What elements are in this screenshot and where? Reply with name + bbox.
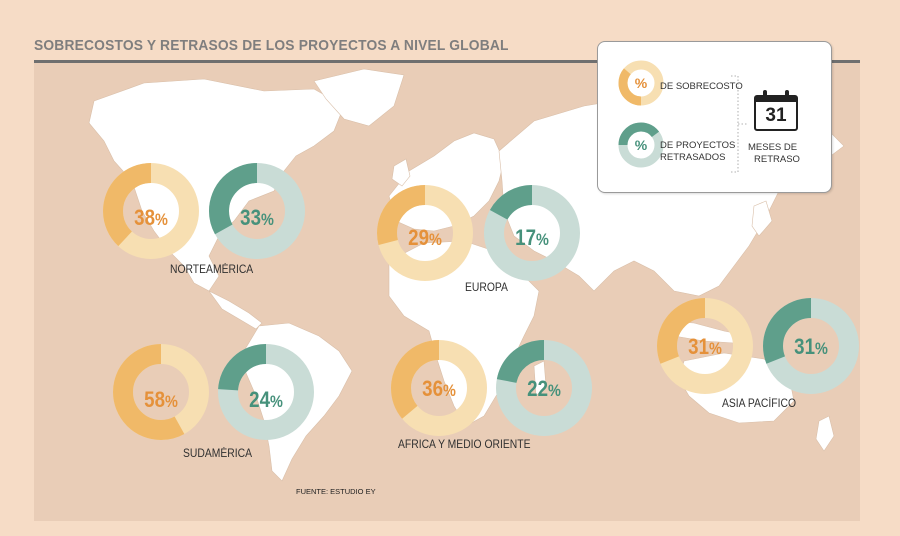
landmass-central-america bbox=[208, 290, 263, 330]
donut-asia-pacific-delayed bbox=[763, 298, 859, 394]
calendar-label-2: RETRASO bbox=[754, 154, 800, 165]
legend-delay-arc bbox=[618, 122, 664, 168]
asia-pacific-delayed-label: 31% bbox=[794, 334, 828, 359]
donut-value bbox=[657, 298, 753, 394]
legend-overrun-pct: % bbox=[634, 75, 648, 91]
landmass-europe bbox=[388, 132, 505, 232]
page-title: SOBRECOSTOS Y RETRASOS DE LOS PROYECTOS … bbox=[34, 37, 509, 54]
region-label-south-america: SUDAMÉRICA bbox=[183, 448, 253, 460]
legend-overrun-arc bbox=[618, 60, 664, 106]
donut-africa-overrun bbox=[391, 340, 487, 436]
donut-africa-delayed bbox=[496, 340, 592, 436]
legend-delay-pct: % bbox=[634, 137, 648, 153]
donut-asia-pacific-overrun bbox=[657, 298, 753, 394]
north-america-delayed-label: 33% bbox=[240, 205, 274, 230]
region-label-north-america: NORTEAMÉRICA bbox=[170, 264, 254, 276]
donut-value bbox=[377, 185, 473, 281]
donut-north-america-overrun bbox=[103, 163, 199, 259]
donut-value bbox=[763, 298, 859, 394]
legend-delay-label-2: RETRASADOS bbox=[660, 152, 726, 163]
donut-europe-overrun bbox=[377, 185, 473, 281]
landmass-japan bbox=[751, 200, 773, 237]
legend-overrun-donut bbox=[618, 60, 664, 106]
south-america-overrun-label: 58% bbox=[144, 387, 178, 412]
donut-south-america-delayed bbox=[218, 344, 314, 440]
donut-value bbox=[484, 185, 580, 281]
source-note: FUENTE: ESTUDIO EY bbox=[296, 487, 376, 496]
title-rule bbox=[34, 60, 860, 63]
north-america-overrun-label: 38% bbox=[134, 205, 168, 230]
calendar-label-1: MESES DE bbox=[748, 142, 798, 153]
landmass-uk bbox=[391, 158, 411, 187]
donut-value bbox=[218, 344, 314, 440]
landmass-new-zealand bbox=[815, 415, 835, 452]
europe-overrun-label: 29% bbox=[408, 225, 442, 250]
asia-pacific-overrun-label: 31% bbox=[688, 334, 722, 359]
region-label-africa: AFRICA Y MEDIO ORIENTE bbox=[398, 439, 531, 451]
calendar-icon bbox=[754, 90, 798, 131]
donut-value bbox=[113, 344, 209, 440]
region-label-asia-pacific: ASIA PACÍFICO bbox=[722, 398, 797, 410]
landmass-greenland bbox=[313, 68, 405, 127]
donut-value bbox=[209, 163, 305, 259]
legend-delay-donut bbox=[618, 122, 664, 168]
region-label-europe: EUROPA bbox=[465, 282, 508, 294]
donut-europe-delayed bbox=[484, 185, 580, 281]
calendar-number: 31 bbox=[765, 105, 787, 126]
south-america-delayed-label: 24% bbox=[249, 387, 283, 412]
legend-box: % DE SOBRECOSTO % DE PROYECTOS RETRASADO… bbox=[597, 41, 832, 193]
donut-value bbox=[103, 163, 199, 259]
donut-north-america-delayed bbox=[209, 163, 305, 259]
africa-delayed-label: 22% bbox=[527, 376, 561, 401]
donut-south-america-overrun bbox=[113, 344, 209, 440]
donut-value bbox=[496, 340, 592, 436]
donut-value bbox=[391, 340, 487, 436]
europe-delayed-label: 17% bbox=[515, 225, 549, 250]
africa-overrun-label: 36% bbox=[422, 376, 456, 401]
landmass-madagascar bbox=[533, 360, 547, 397]
legend-delay-label-1: DE PROYECTOS bbox=[660, 140, 736, 151]
legend-overrun-label: DE SOBRECOSTO bbox=[660, 81, 743, 92]
legend-connector bbox=[731, 75, 748, 173]
